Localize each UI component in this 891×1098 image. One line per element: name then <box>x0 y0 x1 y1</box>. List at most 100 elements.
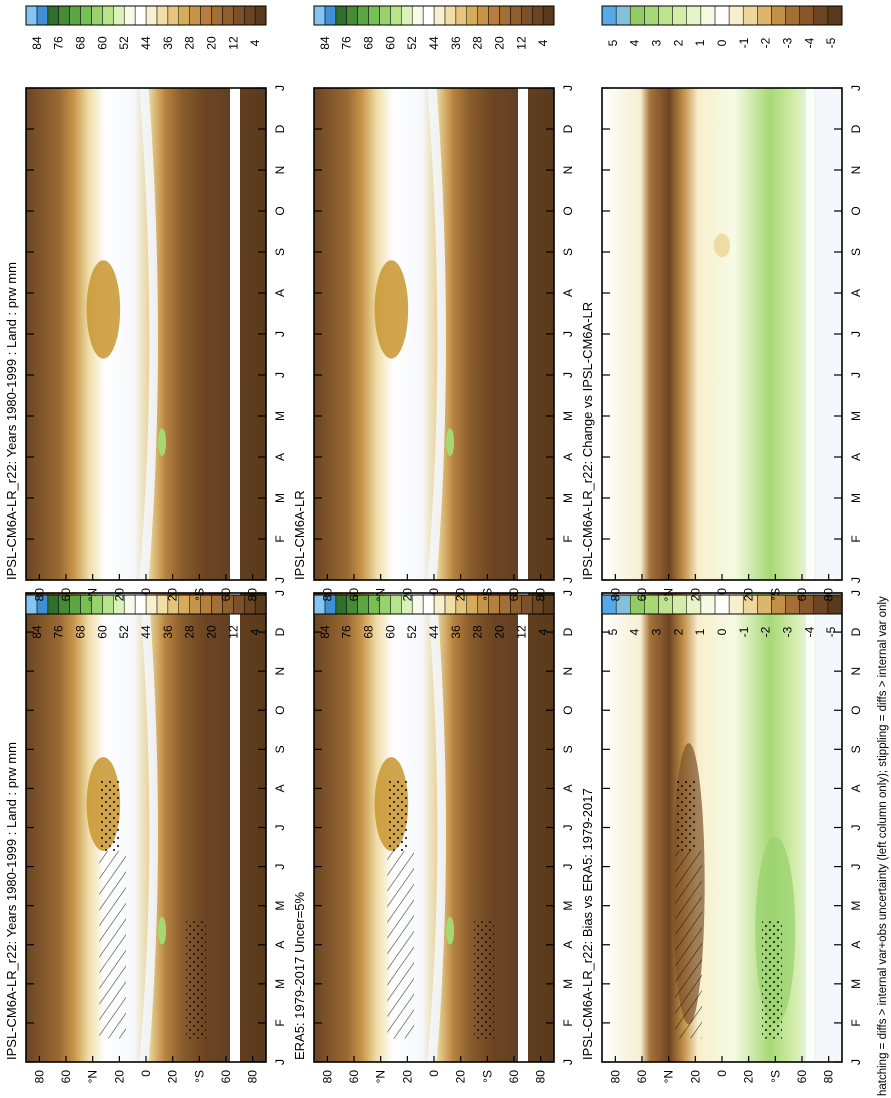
colorbar-tick-label: -1 <box>737 626 751 637</box>
colorbar-cell <box>422 5 435 26</box>
colorbar-cell <box>742 5 758 26</box>
colorbar-cell <box>335 5 347 26</box>
x-tick-label: A <box>273 289 287 297</box>
colorbar-tick-label: 4 <box>248 628 262 635</box>
colorbar-cell <box>521 594 533 615</box>
y-tick-label: 20 <box>688 588 702 602</box>
panel-title: IPSL-CM6A-LR_r22: Years 1980-1999 : Land… <box>4 742 19 1060</box>
colorbar-cell <box>379 5 391 26</box>
x-tick-label: F <box>273 1019 287 1026</box>
x-tick-label: M <box>273 979 287 989</box>
colorbar-tick-label: 28 <box>183 625 197 639</box>
colorbar-tick-label: 4 <box>536 39 550 46</box>
colorbar-tick-label: 76 <box>340 625 354 639</box>
x-tick-label: F <box>561 1019 575 1026</box>
x-tick-label: J <box>849 825 863 831</box>
y-tick-label: 20 <box>742 588 756 602</box>
colorbar-frame <box>25 594 267 615</box>
colorbar-cell <box>827 5 843 26</box>
monsoon-maximum <box>374 260 409 359</box>
x-tick-label: A <box>561 289 575 297</box>
colorbar-frame <box>313 5 555 26</box>
colorbar-cell <box>488 5 500 26</box>
colorbar-tick-label: 5 <box>606 39 620 46</box>
x-tick-label: O <box>561 206 575 215</box>
x-tick-label: J <box>849 577 863 583</box>
colorbar-cell <box>113 5 125 26</box>
x-tick-label: J <box>273 825 287 831</box>
colorbar-tick-label: 0 <box>715 39 729 46</box>
y-tick-label: °N <box>662 588 676 601</box>
x-tick-label: J <box>849 1059 863 1065</box>
x-tick-label: O <box>273 706 287 715</box>
y-tick-label: °N <box>86 1070 100 1083</box>
x-tick-label: A <box>273 453 287 461</box>
y-tick-label: °S <box>768 588 782 601</box>
x-tick-label: F <box>849 1019 863 1026</box>
stippling <box>99 780 120 851</box>
colorbar-tick-label: 36 <box>449 625 463 639</box>
x-tick-label: J <box>849 590 863 596</box>
colorbar-tick-label: 84 <box>30 625 44 639</box>
colorbar-cell <box>629 5 645 26</box>
colorbar-cell <box>36 5 49 26</box>
colorbar-tick-label: 12 <box>514 36 528 50</box>
x-tick-label: J <box>849 372 863 378</box>
y-tick-label: °S <box>480 1070 494 1083</box>
colorbar-tick-label: 36 <box>449 36 463 50</box>
x-tick-label: M <box>561 979 575 989</box>
colorbar-cell <box>178 5 190 26</box>
x-tick-label: M <box>561 493 575 503</box>
moist-spot <box>158 916 166 945</box>
colorbar-tick-label: 44 <box>139 36 153 50</box>
y-tick-label: 20 <box>688 1070 702 1084</box>
x-tick-label: F <box>561 535 575 542</box>
dry-band <box>427 593 446 1062</box>
colorbar-tick-label: 76 <box>340 36 354 50</box>
colorbar-tick-label: 44 <box>427 625 441 639</box>
colorbar-tick-label: -2 <box>759 626 773 637</box>
moist-spot <box>446 428 454 457</box>
panel-1: J F M A M J J A S O N D J 80 60 °N 20 0 20 °S 60 80 IPSL-CM6A-… <box>4 590 287 1083</box>
colorbar-cell <box>433 5 446 26</box>
colorbar-cell <box>444 5 457 26</box>
colorbar-tick-label: 60 <box>383 625 397 639</box>
y-tick-label: 60 <box>507 588 521 602</box>
colorbar-cell <box>799 5 815 26</box>
stippling <box>675 780 696 851</box>
colorbar: 84 76 68 60 52 44 36 28 20 12 4 <box>25 594 267 639</box>
y-tick-label: 80 <box>32 1070 46 1084</box>
colorbar-cell <box>785 5 800 26</box>
colorbar-tick-label: 12 <box>226 625 240 639</box>
panel-title: ERA5: 1979-2017 Uncer=5% <box>292 892 307 1060</box>
colorbar-tick-label: 4 <box>248 39 262 46</box>
x-tick-label: N <box>561 166 575 175</box>
colorbar-tick-label: -3 <box>780 37 794 48</box>
colorbar-cell <box>466 594 478 615</box>
colorbar-cell <box>521 5 533 26</box>
colorbar-cell <box>813 5 829 26</box>
x-tick-label: M <box>849 979 863 989</box>
colorbar-tick-label: -4 <box>802 37 816 48</box>
x-tick-label: D <box>849 627 863 636</box>
colorbar-tick-label: -5 <box>824 626 838 637</box>
x-tick-label: O <box>273 206 287 215</box>
colorbar-cell <box>466 5 478 26</box>
colorbar-cell <box>243 5 256 26</box>
colorbar: 84 76 68 60 52 44 36 28 20 12 4 <box>25 5 267 50</box>
colorbar-cell <box>156 5 169 26</box>
colorbar: 5 4 3 2 1 0 -1 -2 -3 -4 -5 <box>601 5 843 48</box>
y-tick-label: 80 <box>320 1070 334 1084</box>
colorbar-cell <box>233 594 245 615</box>
x-tick-label: D <box>273 124 287 133</box>
colorbar-tick-label: -2 <box>759 37 773 48</box>
colorbar-tick-label: 4 <box>628 39 642 46</box>
dry-band <box>139 88 158 580</box>
y-tick-label: 60 <box>795 1070 809 1084</box>
y-tick-label: 0 <box>427 1070 441 1077</box>
x-tick-label: A <box>849 289 863 297</box>
colorbar-tick-label: 68 <box>74 36 88 50</box>
x-tick-label: O <box>849 706 863 715</box>
panel-title: IPSL-CM6A-LR_r22: Change vs IPSL-CM6A-LR <box>580 302 595 580</box>
colorbar-tick-label: 28 <box>471 625 485 639</box>
